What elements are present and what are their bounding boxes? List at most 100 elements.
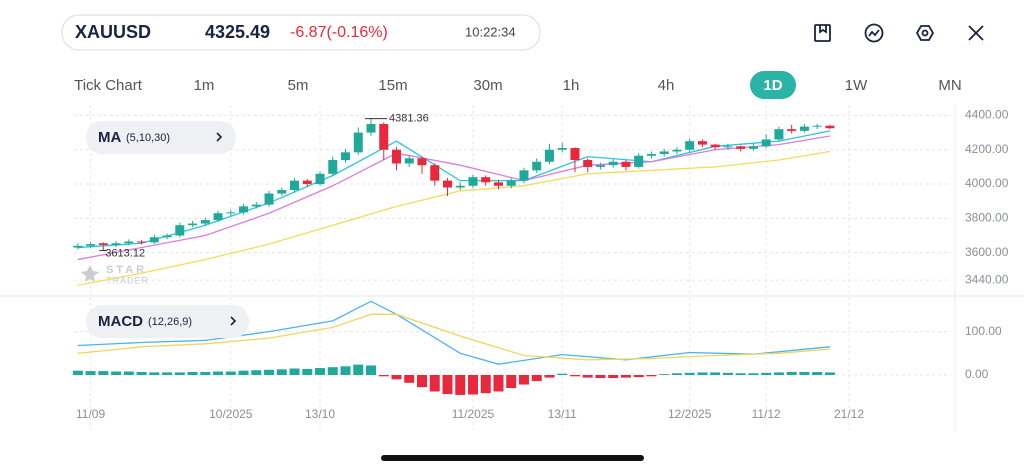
macd-bar bbox=[276, 369, 287, 375]
timeframe-tab[interactable]: MN bbox=[938, 77, 961, 94]
ma-label: MA bbox=[98, 129, 121, 146]
macd-bar bbox=[378, 375, 389, 377]
candle-body bbox=[748, 146, 758, 149]
candle-body bbox=[812, 125, 822, 127]
candle-body bbox=[544, 149, 554, 162]
home-indicator bbox=[381, 455, 644, 461]
macd-bar bbox=[608, 375, 619, 379]
timeframe-tab[interactable]: 1h bbox=[563, 77, 580, 94]
macd-bar bbox=[799, 371, 810, 375]
candle-body bbox=[98, 243, 108, 245]
candle-body bbox=[264, 193, 274, 205]
candle-body bbox=[570, 148, 580, 161]
save-icon-mark bbox=[819, 25, 827, 34]
macd-bar bbox=[315, 368, 326, 375]
macd-bar bbox=[98, 371, 109, 375]
macd-params: (12,26,9) bbox=[148, 316, 192, 328]
candle-body bbox=[697, 141, 707, 145]
timeframe-tab[interactable]: 1m bbox=[194, 77, 215, 94]
y-tick-label: 4400.00 bbox=[965, 108, 1009, 122]
symbol: XAUUSD bbox=[75, 22, 151, 42]
timeframe-tab[interactable]: 4h bbox=[658, 77, 675, 94]
macd-bar bbox=[646, 375, 657, 377]
macd-bar bbox=[710, 372, 721, 375]
macd-bar bbox=[455, 375, 466, 395]
candle-body bbox=[239, 206, 249, 213]
watermark-text: STAR bbox=[106, 264, 147, 276]
candle-body bbox=[315, 173, 325, 185]
candle-body bbox=[519, 170, 529, 181]
candle-body bbox=[455, 185, 465, 188]
ma-pill[interactable] bbox=[86, 121, 236, 154]
macd-pill[interactable] bbox=[86, 305, 249, 338]
timeframe-tab[interactable]: 1D bbox=[763, 77, 782, 94]
y-tick-label: 3440.00 bbox=[965, 272, 1009, 286]
macd-bar bbox=[251, 370, 262, 375]
macd-bar bbox=[531, 375, 542, 382]
candle-body bbox=[506, 180, 516, 186]
macd-bar bbox=[429, 375, 440, 392]
macd-bar bbox=[123, 371, 134, 375]
macd-bar bbox=[366, 365, 377, 375]
save-icon[interactable] bbox=[814, 24, 831, 42]
x-tick-label: 11/2025 bbox=[452, 407, 495, 421]
macd-bar bbox=[416, 375, 427, 388]
macd-bar bbox=[595, 375, 606, 379]
candle-body bbox=[621, 161, 631, 167]
x-tick-label: 11/09 bbox=[76, 407, 105, 421]
candle-body bbox=[341, 152, 351, 161]
timeframe-tab[interactable]: 30m bbox=[473, 77, 502, 94]
symbol-bar[interactable] bbox=[61, 14, 541, 51]
macd-bar bbox=[671, 373, 682, 375]
candle-body bbox=[442, 180, 452, 188]
x-tick-label: 12/2025 bbox=[668, 407, 712, 421]
macd-bar bbox=[225, 371, 236, 375]
macd-bar bbox=[773, 372, 784, 375]
macd-bar bbox=[72, 370, 83, 375]
macd-bar bbox=[582, 375, 593, 378]
candle-body bbox=[149, 237, 159, 243]
macd-bar bbox=[697, 372, 708, 375]
x-tick-label: 13/10 bbox=[305, 407, 335, 421]
macd-bar bbox=[824, 372, 835, 375]
candle-body bbox=[251, 204, 261, 207]
candle-body bbox=[481, 177, 491, 183]
macd-bar bbox=[633, 375, 644, 378]
candle-body bbox=[86, 244, 96, 246]
chevron bbox=[230, 316, 237, 326]
macd-bar bbox=[149, 372, 160, 375]
y-tick-label: 4000.00 bbox=[965, 176, 1009, 190]
macd-bar bbox=[761, 372, 772, 375]
time: 10:22:34 bbox=[465, 24, 516, 39]
macd-bar bbox=[200, 371, 211, 375]
macd-bar bbox=[684, 372, 695, 375]
candle-body bbox=[404, 158, 414, 164]
macd-bar bbox=[187, 371, 198, 375]
indicator-icon[interactable] bbox=[864, 23, 884, 43]
timeframe-tab[interactable]: 1W bbox=[845, 77, 868, 94]
candle-body bbox=[787, 129, 797, 131]
candle-body bbox=[353, 132, 363, 153]
timeframe-tab[interactable]: Tick Chart bbox=[74, 77, 143, 94]
candle-body bbox=[672, 149, 682, 152]
timeframe-tab[interactable]: 15m bbox=[378, 77, 407, 94]
macd-bar bbox=[111, 371, 122, 375]
macd-bar bbox=[812, 371, 823, 375]
candle-body bbox=[761, 139, 771, 147]
macd-bar bbox=[213, 371, 224, 375]
candle-body bbox=[583, 160, 593, 167]
candle-body bbox=[646, 154, 656, 156]
candle-body bbox=[226, 212, 236, 214]
close-icon[interactable] bbox=[968, 25, 984, 41]
ma-line bbox=[77, 135, 831, 261]
candle-body bbox=[608, 161, 618, 166]
macd-bar bbox=[467, 375, 478, 395]
timeframe-tab[interactable]: 5m bbox=[288, 77, 309, 94]
price: 4325.49 bbox=[205, 22, 270, 42]
candle-body bbox=[290, 180, 300, 191]
macd-bar bbox=[264, 369, 275, 375]
macd-bar bbox=[353, 364, 364, 375]
macd-bar bbox=[735, 373, 746, 375]
settings-icon[interactable] bbox=[915, 25, 935, 41]
macd-bar bbox=[569, 375, 580, 377]
